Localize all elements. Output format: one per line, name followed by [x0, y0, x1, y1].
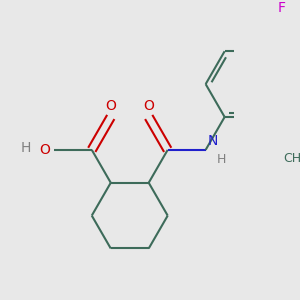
Text: F: F [278, 1, 286, 15]
Text: H: H [217, 153, 226, 166]
Text: O: O [143, 99, 154, 113]
Text: O: O [105, 99, 116, 113]
Text: H: H [21, 141, 31, 155]
Text: CH₃: CH₃ [284, 152, 300, 165]
Text: N: N [208, 134, 218, 148]
Text: O: O [39, 143, 50, 157]
